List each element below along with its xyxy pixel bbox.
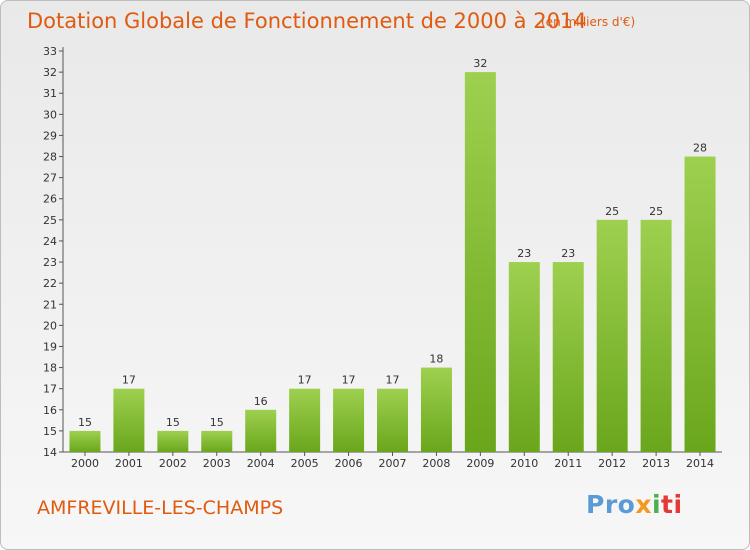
y-tick-label: 20 (43, 319, 57, 332)
data-label: 18 (429, 353, 443, 366)
x-tick-label: 2004 (247, 457, 275, 470)
data-label: 28 (693, 142, 707, 155)
y-tick-label: 24 (43, 235, 57, 248)
bar (289, 388, 321, 452)
y-tick-label: 26 (43, 193, 57, 206)
bar (596, 219, 628, 452)
y-tick-label: 33 (43, 45, 57, 58)
logo-part-1: Pro (586, 490, 636, 519)
bar (69, 430, 101, 452)
x-tick-label: 2013 (642, 457, 670, 470)
data-label: 32 (473, 57, 487, 70)
y-tick-label: 19 (43, 340, 57, 353)
bar (377, 388, 408, 452)
bar (157, 430, 189, 452)
bar (201, 430, 233, 452)
bar (552, 262, 584, 452)
data-label: 23 (517, 247, 531, 260)
x-tick-label: 2006 (335, 457, 363, 470)
commune-name: AMFREVILLE-LES-CHAMPS (37, 497, 284, 519)
y-tick-label: 22 (43, 277, 57, 290)
chart-title: Dotation Globale de Fonctionnement de 20… (27, 9, 587, 33)
logo-part-4: ti (661, 490, 683, 519)
y-tick-label: 27 (43, 172, 57, 185)
x-tick-label: 2000 (71, 457, 99, 470)
bar (684, 156, 716, 453)
bar (508, 262, 540, 452)
data-label: 17 (386, 374, 400, 387)
x-tick-label: 2001 (115, 457, 143, 470)
data-label: 17 (298, 374, 312, 387)
y-tick-label: 16 (43, 404, 57, 417)
y-tick-label: 32 (43, 66, 57, 79)
y-tick-label: 17 (43, 383, 57, 396)
data-label: 25 (605, 205, 619, 218)
logo-part-3: i (651, 490, 662, 519)
x-tick-label: 2014 (686, 457, 714, 470)
chart-subtitle: (en milliers d'€) (541, 15, 636, 29)
y-tick-label: 28 (43, 151, 57, 164)
x-tick-label: 2002 (159, 457, 187, 470)
data-label: 15 (210, 416, 224, 429)
bar (464, 72, 496, 453)
y-tick-label: 23 (43, 256, 57, 269)
y-tick-label: 30 (43, 108, 57, 121)
data-label: 15 (78, 416, 92, 429)
x-tick-label: 2009 (466, 457, 494, 470)
x-tick-label: 2005 (291, 457, 319, 470)
y-tick-label: 31 (43, 87, 57, 100)
data-label: 25 (649, 205, 663, 218)
bar (640, 219, 672, 452)
y-tick-label: 21 (43, 298, 57, 311)
y-tick-label: 25 (43, 214, 57, 227)
bar (333, 388, 365, 452)
x-tick-label: 2011 (554, 457, 582, 470)
data-label: 15 (166, 416, 180, 429)
data-label: 17 (122, 374, 136, 387)
data-label: 16 (254, 395, 268, 408)
data-label: 23 (561, 247, 575, 260)
bar (113, 388, 145, 452)
proxiti-logo[interactable]: Proxiti (586, 490, 683, 519)
bar (420, 367, 452, 452)
x-tick-label: 2003 (203, 457, 231, 470)
x-tick-label: 2007 (379, 457, 407, 470)
y-tick-label: 15 (43, 425, 57, 438)
x-tick-label: 2012 (598, 457, 626, 470)
y-tick-label: 29 (43, 129, 57, 142)
logo-part-2: x (635, 490, 652, 519)
x-tick-label: 2008 (422, 457, 450, 470)
y-tick-label: 14 (43, 446, 57, 459)
data-label: 17 (342, 374, 356, 387)
y-tick-label: 18 (43, 362, 57, 375)
x-tick-label: 2010 (510, 457, 538, 470)
bar (245, 409, 277, 452)
